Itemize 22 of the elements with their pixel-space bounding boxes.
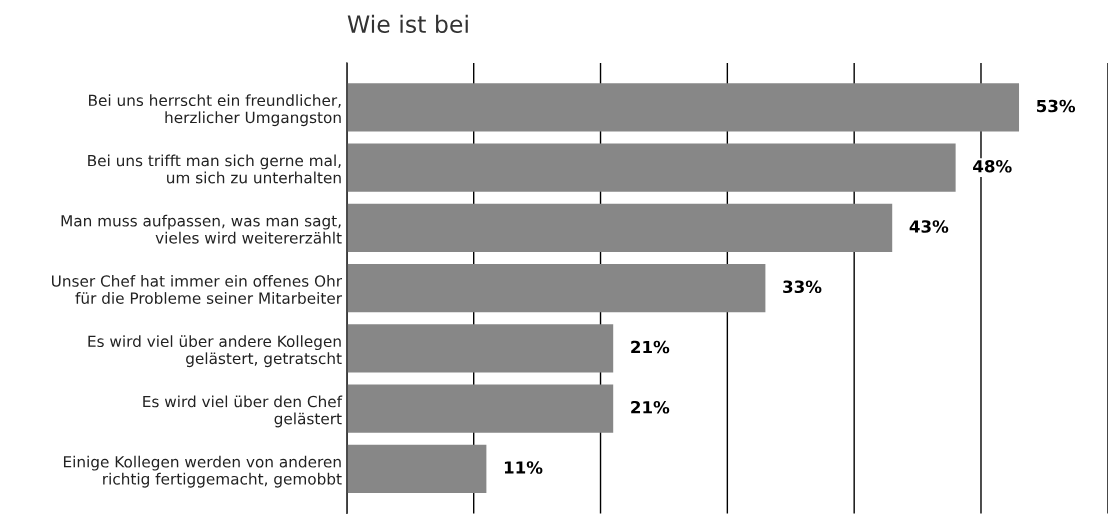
data-label: 53%: [1036, 99, 1076, 113]
y-tick-label: Man muss aufpassen, was man sagt, vieles wird weitererzählt: [61, 214, 342, 244]
data-label: 43%: [909, 220, 949, 233]
bar: [346, 83, 1020, 132]
bar: [346, 264, 766, 313]
y-tick-label: Unser Chef hat immer ein offenes Ohr für die Probleme seiner Mitarbeiter: [52, 275, 343, 304]
y-tick-label: Bei uns trifft man sich gerne mal, um sich zu unterhalten: [88, 154, 341, 184]
bar: [346, 384, 614, 433]
bar: [346, 444, 487, 494]
data-label: 21%: [631, 340, 670, 354]
data-label: 11%: [504, 461, 543, 474]
y-tick-label: Einige Kollegen werden von anderen richtig fertiggemacht, gemobbt: [63, 455, 342, 488]
data-label: 21%: [631, 400, 670, 414]
bar: [346, 203, 893, 253]
y-tick-label: Bei uns herrscht ein freundlicher, herzlicher Umgangston: [89, 94, 341, 127]
y-tick-label: Es wird viel über andere Kollegen gelästert, getratscht: [88, 335, 342, 368]
data-label: 33%: [783, 280, 822, 294]
bar: [346, 324, 614, 373]
chart-title: Wie ist bei: [347, 14, 468, 34]
y-tick-label: Es wird viel über den Chef gelästert: [143, 395, 343, 428]
bar: [346, 143, 956, 192]
data-label: 48%: [973, 159, 1012, 173]
